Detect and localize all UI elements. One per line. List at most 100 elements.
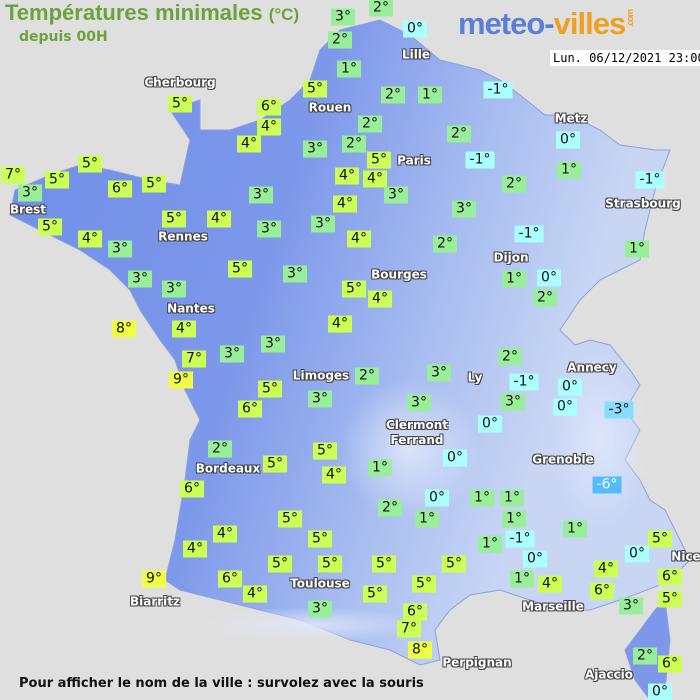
temperature-label[interactable]: 5° [372, 555, 396, 573]
temperature-label[interactable]: 4° [322, 466, 346, 484]
temperature-label[interactable]: 8° [408, 641, 432, 659]
temperature-label[interactable]: 3° [619, 597, 643, 615]
temperature-label[interactable]: 2° [342, 135, 366, 153]
temperature-label[interactable]: 9° [142, 570, 166, 588]
temperature-label[interactable]: 3° [407, 394, 431, 412]
temperature-label[interactable]: 2° [502, 175, 526, 193]
temperature-label[interactable]: 4° [368, 290, 392, 308]
temperature-label[interactable]: 5° [228, 260, 252, 278]
temperature-label[interactable]: 0° [478, 415, 502, 433]
temperature-label[interactable]: 6° [108, 180, 132, 198]
temperature-label[interactable]: 0° [648, 683, 672, 700]
temperature-label[interactable]: 6° [658, 568, 682, 586]
temperature-label[interactable]: 4° [333, 195, 357, 213]
temperature-label[interactable]: 5° [303, 80, 327, 98]
temperature-label[interactable]: 6° [238, 400, 262, 418]
temperature-label[interactable]: 5° [442, 555, 466, 573]
temperature-label[interactable]: 0° [425, 489, 449, 507]
temperature-label[interactable]: 5° [363, 585, 387, 603]
temperature-label[interactable]: 0° [443, 449, 467, 467]
temperature-label[interactable]: 4° [328, 315, 352, 333]
temperature-label[interactable]: 2° [369, 0, 393, 17]
temperature-label[interactable]: 5° [263, 455, 287, 473]
temperature-label[interactable]: 4° [172, 320, 196, 338]
temperature-label[interactable]: 1° [470, 489, 494, 507]
temperature-label[interactable]: 5° [278, 510, 302, 528]
temperature-label[interactable]: 3° [283, 265, 307, 283]
temperature-label[interactable]: 3° [257, 220, 281, 238]
temperature-label[interactable]: 0° [558, 378, 582, 396]
temperature-label[interactable]: 5° [313, 442, 337, 460]
temperature-label[interactable]: 2° [447, 125, 471, 143]
temperature-label[interactable]: 4° [183, 540, 207, 558]
temperature-label[interactable]: 7° [182, 350, 206, 368]
temperature-label[interactable]: 2° [378, 499, 402, 517]
temperature-label[interactable]: 2° [358, 115, 382, 133]
temperature-label[interactable]: 0° [553, 398, 577, 416]
temperature-label[interactable]: 3° [452, 200, 476, 218]
temperature-label[interactable]: 5° [78, 155, 102, 173]
temperature-label[interactable]: 2° [208, 440, 232, 458]
temperature-label[interactable]: 1° [478, 535, 502, 553]
temperature-label[interactable]: 4° [213, 525, 237, 543]
temperature-label[interactable]: -1° [509, 373, 539, 391]
temperature-label[interactable]: 6° [658, 655, 682, 673]
temperature-label[interactable]: -3° [604, 401, 634, 419]
temperature-label[interactable]: -1° [635, 171, 665, 189]
meteo-villes-logo[interactable]: meteo-villes.com [458, 6, 635, 42]
temperature-label[interactable]: 6° [180, 480, 204, 498]
temperature-label[interactable]: 4° [207, 210, 231, 228]
temperature-label[interactable]: 3° [311, 215, 335, 233]
temperature-label[interactable]: 5° [308, 530, 332, 548]
temperature-label[interactable]: 0° [556, 131, 580, 149]
temperature-label[interactable]: 1° [368, 459, 392, 477]
temperature-label[interactable]: 4° [538, 575, 562, 593]
temperature-label[interactable]: -1° [465, 151, 495, 169]
temperature-label[interactable]: 5° [168, 95, 192, 113]
temperature-label[interactable]: 1° [502, 510, 526, 528]
temperature-label[interactable]: 3° [308, 600, 332, 618]
temperature-label[interactable]: 4° [243, 585, 267, 603]
temperature-label[interactable]: 3° [331, 8, 355, 26]
temperature-label[interactable]: 3° [261, 335, 285, 353]
temperature-label[interactable]: 3° [303, 140, 327, 158]
temperature-label[interactable]: 2° [633, 647, 657, 665]
temperature-label[interactable]: 4° [237, 135, 261, 153]
temperature-label[interactable]: 0° [403, 20, 427, 38]
temperature-label[interactable]: 5° [162, 210, 186, 228]
temperature-label[interactable]: 2° [328, 31, 352, 49]
temperature-label[interactable]: 2° [355, 367, 379, 385]
temperature-label[interactable]: 5° [658, 590, 682, 608]
temperature-label[interactable]: 2° [433, 235, 457, 253]
temperature-label[interactable]: 9° [169, 371, 193, 389]
temperature-label[interactable]: 0° [523, 550, 547, 568]
temperature-label[interactable]: 1° [563, 520, 587, 538]
temperature-label[interactable]: -6° [592, 476, 622, 494]
temperature-label[interactable]: -1° [505, 530, 535, 548]
temperature-label[interactable]: 2° [533, 289, 557, 307]
temperature-label[interactable]: 3° [162, 280, 186, 298]
temperature-label[interactable]: 6° [257, 98, 281, 116]
temperature-label[interactable]: 3° [128, 270, 152, 288]
temperature-label[interactable]: -1° [514, 225, 544, 243]
temperature-label[interactable]: 6° [403, 603, 427, 621]
temperature-label[interactable]: 6° [590, 582, 614, 600]
temperature-label[interactable]: 5° [367, 151, 391, 169]
temperature-label[interactable]: 4° [594, 560, 618, 578]
temperature-label[interactable]: 3° [384, 186, 408, 204]
temperature-label[interactable]: 1° [337, 60, 361, 78]
temperature-label[interactable]: 0° [625, 545, 649, 563]
temperature-label[interactable]: 3° [108, 240, 132, 258]
temperature-label[interactable]: 2° [381, 86, 405, 104]
temperature-label[interactable]: 1° [500, 489, 524, 507]
temperature-label[interactable]: 1° [418, 86, 442, 104]
temperature-label[interactable]: 5° [142, 175, 166, 193]
temperature-label[interactable]: 3° [501, 393, 525, 411]
temperature-label[interactable]: 1° [557, 161, 581, 179]
temperature-label[interactable]: 5° [258, 380, 282, 398]
temperature-label[interactable]: 4° [335, 167, 359, 185]
temperature-label[interactable]: 8° [112, 320, 136, 338]
temperature-label[interactable]: 5° [45, 171, 69, 189]
temperature-label[interactable]: 1° [625, 240, 649, 258]
temperature-label[interactable]: 5° [318, 555, 342, 573]
